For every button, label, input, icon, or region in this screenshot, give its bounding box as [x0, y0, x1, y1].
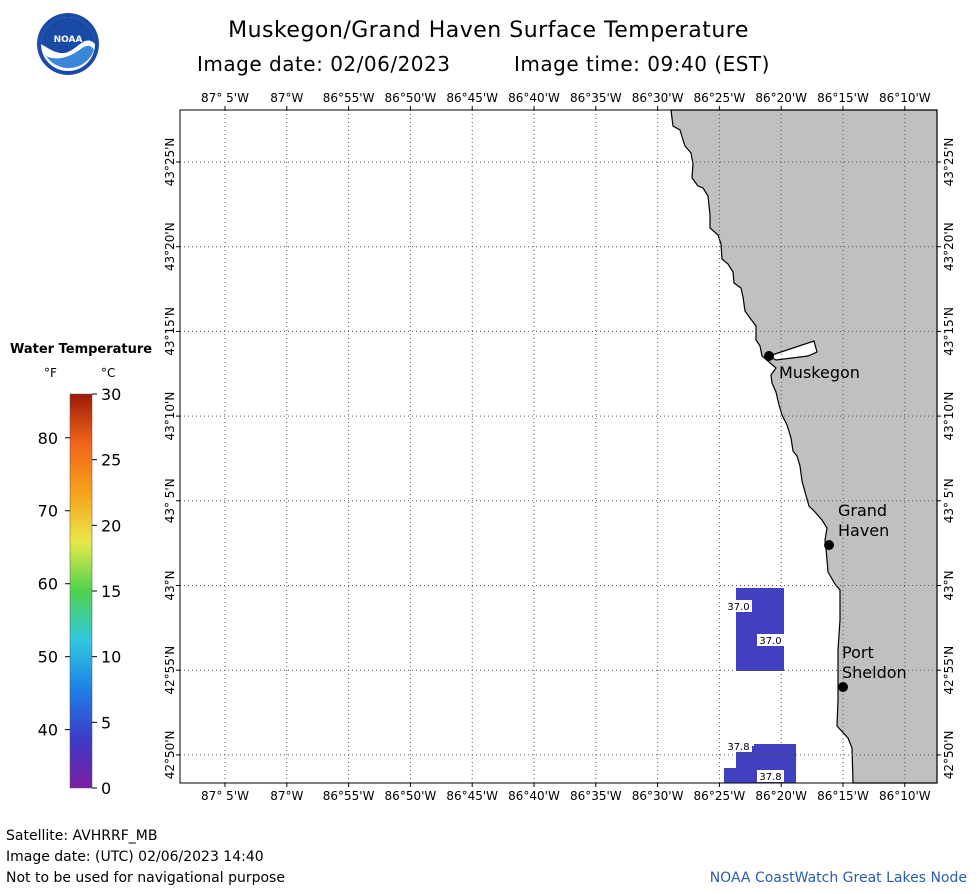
latitude-label-right: 43°25'N	[942, 138, 956, 187]
image-date: Image date: 02/06/2023	[197, 52, 451, 76]
image-time: Image time: 09:40 (EST)	[514, 52, 770, 76]
temperature-pixel-block	[724, 768, 738, 783]
temperature-value-label: 37.8	[727, 742, 749, 753]
credit-label: NOAA CoastWatch Great Lakes Node	[709, 870, 967, 886]
city-label: Sheldon	[842, 663, 907, 682]
legend-unit-c: °C	[101, 366, 116, 380]
city-marker	[764, 351, 774, 361]
temperature-label-bg	[725, 600, 752, 612]
longitude-label-top: 86°45'W	[446, 91, 498, 105]
longitude-label-bottom: 86°55'W	[323, 789, 375, 803]
latitude-label-left: 43°25'N	[163, 138, 177, 187]
longitude-label-top: 86°50'W	[385, 91, 437, 105]
latitude-label-left: 43°10'N	[163, 392, 177, 441]
satellite-label: Satellite: AVHRRF_MB	[6, 828, 158, 844]
legend-f-label: 70	[38, 502, 58, 521]
latitude-label-left: 42°50'N	[163, 730, 177, 779]
page-title: Muskegon/Grand Haven Surface Temperature	[228, 18, 749, 43]
legend-c-label: 15	[101, 582, 121, 601]
latitude-label-right: 42°50'N	[942, 730, 956, 779]
temperature-pixel-block	[756, 588, 784, 618]
muskegon-lake-inlet	[767, 340, 818, 361]
latitude-label-right: 43° 5'N	[942, 478, 956, 523]
longitude-label-bottom: 86°30'W	[632, 789, 684, 803]
longitude-label-top: 87°W	[270, 91, 303, 105]
longitude-label-bottom: 86°40'W	[508, 789, 560, 803]
city-label: Haven	[838, 521, 889, 540]
legend-f-label: 50	[38, 648, 58, 667]
city-marker	[824, 540, 834, 550]
longitude-label-bottom: 86°50'W	[385, 789, 437, 803]
logo-text: NOAA	[54, 35, 83, 45]
city-label: Port	[842, 643, 874, 662]
temperature-label-bg	[757, 634, 784, 646]
latitude-label-right: 43°20'N	[942, 222, 956, 271]
longitude-label-bottom: 86°45'W	[446, 789, 498, 803]
longitude-label-top: 86°20'W	[755, 91, 807, 105]
legend-c-label: 25	[101, 451, 121, 470]
legend-unit-f: °F	[44, 366, 57, 380]
longitude-label-bottom: 86°35'W	[570, 789, 622, 803]
legend-c-label: 30	[101, 385, 121, 404]
legend-c-label: 0	[101, 779, 111, 798]
legend-f-label: 40	[38, 721, 58, 740]
legend-c-label: 10	[101, 648, 121, 667]
disclaimer: Not to be used for navigational purpose	[6, 870, 285, 886]
utc-date-label: Image date: (UTC) 02/06/2023 14:40	[6, 849, 264, 865]
longitude-label-bottom: 86°10'W	[879, 789, 931, 803]
longitude-label-top: 86°55'W	[323, 91, 375, 105]
latitude-label-right: 42°55'N	[942, 646, 956, 695]
longitude-label-bottom: 87° 5'W	[201, 789, 249, 803]
land-area	[670, 109, 938, 784]
longitude-label-top: 86°30'W	[632, 91, 684, 105]
temperature-value-label: 37.8	[759, 772, 781, 783]
latitude-label-left: 43°N	[163, 570, 177, 600]
longitude-label-bottom: 86°20'W	[755, 789, 807, 803]
latitude-label-right: 43°15'N	[942, 307, 956, 356]
longitude-label-bottom: 87°W	[270, 789, 303, 803]
legend-title: Water Temperature	[10, 342, 153, 357]
longitude-label-bottom: 86°25'W	[694, 789, 746, 803]
temperature-pixel-block	[754, 744, 796, 756]
legend-f-label: 60	[38, 575, 58, 594]
latitude-label-right: 43°N	[942, 570, 956, 600]
longitude-label-top: 86°25'W	[694, 91, 746, 105]
longitude-label-top: 86°15'W	[817, 91, 869, 105]
latitude-label-right: 43°10'N	[942, 392, 956, 441]
legend-f-label: 80	[38, 429, 58, 448]
city-marker	[838, 682, 848, 692]
legend-c-label: 5	[101, 713, 111, 732]
longitude-label-top: 86°40'W	[508, 91, 560, 105]
latitude-label-left: 43° 5'N	[163, 478, 177, 523]
city-label: Muskegon	[779, 363, 860, 382]
longitude-label-top: 87° 5'W	[201, 91, 249, 105]
map-frame	[179, 109, 938, 784]
city-label: Grand	[838, 501, 887, 520]
latitude-label-left: 43°20'N	[163, 222, 177, 271]
temperature-value-label: 37.0	[727, 602, 749, 613]
temperature-label-bg	[757, 770, 784, 782]
longitude-label-top: 86°35'W	[570, 91, 622, 105]
temperature-value-label: 37.0	[759, 636, 781, 647]
legend-c-label: 20	[101, 516, 121, 535]
latitude-label-left: 42°55'N	[163, 646, 177, 695]
longitude-label-bottom: 86°15'W	[817, 789, 869, 803]
temperature-label-bg	[725, 740, 752, 752]
noaa-logo: NOAA	[37, 13, 99, 75]
latitude-label-left: 43°15'N	[163, 307, 177, 356]
longitude-label-top: 86°10'W	[879, 91, 931, 105]
